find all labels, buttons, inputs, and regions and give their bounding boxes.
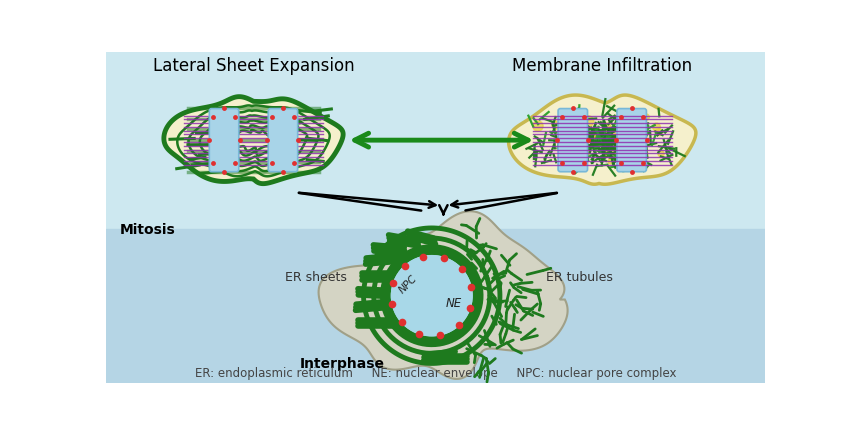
Circle shape <box>653 123 660 131</box>
Text: Lateral Sheet Expansion: Lateral Sheet Expansion <box>153 57 354 75</box>
Text: Membrane Infiltration: Membrane Infiltration <box>513 57 692 75</box>
Circle shape <box>658 150 664 157</box>
Circle shape <box>392 256 472 336</box>
Circle shape <box>595 130 605 141</box>
Circle shape <box>631 120 641 130</box>
Circle shape <box>603 130 614 141</box>
Text: NE: NE <box>445 297 462 310</box>
Circle shape <box>575 120 586 131</box>
Circle shape <box>604 138 610 145</box>
Circle shape <box>620 159 628 166</box>
Bar <box>106 229 765 383</box>
Text: Interphase: Interphase <box>300 357 385 371</box>
FancyBboxPatch shape <box>269 109 298 172</box>
Circle shape <box>552 121 560 129</box>
Circle shape <box>638 149 648 159</box>
Circle shape <box>578 146 584 151</box>
Bar <box>106 52 765 229</box>
Circle shape <box>581 115 587 122</box>
Circle shape <box>619 132 626 139</box>
Text: Mitosis: Mitosis <box>120 223 176 237</box>
Circle shape <box>383 248 479 344</box>
Circle shape <box>604 123 611 130</box>
Circle shape <box>585 135 590 140</box>
Circle shape <box>634 144 646 155</box>
Text: ER sheets: ER sheets <box>285 271 347 285</box>
Circle shape <box>610 133 619 142</box>
Circle shape <box>621 116 629 124</box>
Circle shape <box>533 121 543 131</box>
Circle shape <box>560 139 567 146</box>
Circle shape <box>622 145 634 157</box>
Circle shape <box>610 144 621 156</box>
Circle shape <box>604 149 610 157</box>
Text: ER: endoplasmic reticulum     NE: nuclear envelope     NPC: nuclear pore complex: ER: endoplasmic reticulum NE: nuclear en… <box>195 367 677 380</box>
Circle shape <box>643 114 649 120</box>
Circle shape <box>628 129 636 136</box>
Circle shape <box>590 133 601 143</box>
Circle shape <box>620 126 627 133</box>
Circle shape <box>655 129 662 135</box>
Polygon shape <box>319 211 568 379</box>
Circle shape <box>568 140 578 150</box>
Circle shape <box>608 159 613 164</box>
Polygon shape <box>508 95 696 184</box>
Circle shape <box>582 116 593 127</box>
FancyBboxPatch shape <box>209 109 239 172</box>
FancyBboxPatch shape <box>617 109 646 172</box>
Circle shape <box>570 131 578 138</box>
Polygon shape <box>164 97 343 184</box>
Circle shape <box>392 256 472 336</box>
Circle shape <box>581 148 590 157</box>
Circle shape <box>618 120 630 132</box>
Circle shape <box>617 139 626 149</box>
Circle shape <box>598 132 607 142</box>
Circle shape <box>586 134 592 139</box>
Text: NPC: NPC <box>398 273 420 295</box>
FancyBboxPatch shape <box>558 109 587 172</box>
Text: ER tubules: ER tubules <box>546 271 613 285</box>
